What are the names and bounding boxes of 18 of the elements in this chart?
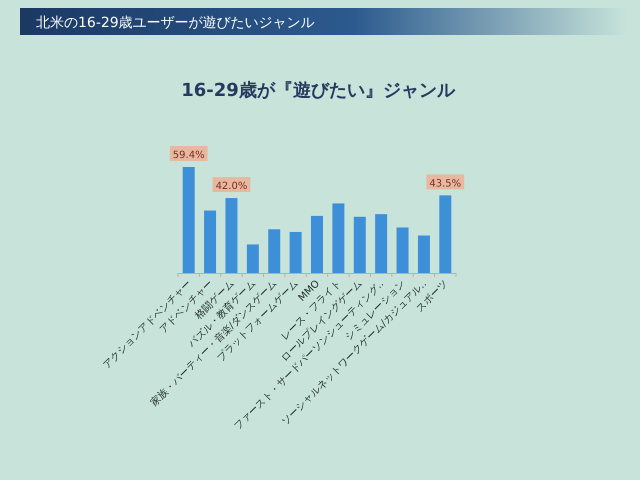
bar — [290, 232, 302, 273]
bar — [439, 195, 452, 273]
data-label: 59.4% — [172, 150, 205, 161]
data-label: 43.5% — [429, 178, 462, 190]
bar — [246, 244, 259, 273]
chart-subtitle: 16-29歳が『遊びたい』ジャンル — [181, 80, 456, 101]
bar — [354, 216, 366, 273]
bar — [225, 198, 238, 273]
bar — [332, 203, 344, 273]
bar — [182, 167, 195, 273]
bar — [268, 229, 280, 273]
bar — [311, 216, 323, 273]
bar — [396, 227, 409, 273]
bar — [418, 236, 430, 273]
data-label: 42.0% — [216, 181, 248, 192]
bar — [204, 210, 216, 273]
chart-title: 北米の16-29歳ユーザーが遊びたいジャンル — [36, 15, 315, 31]
bar — [375, 214, 388, 273]
